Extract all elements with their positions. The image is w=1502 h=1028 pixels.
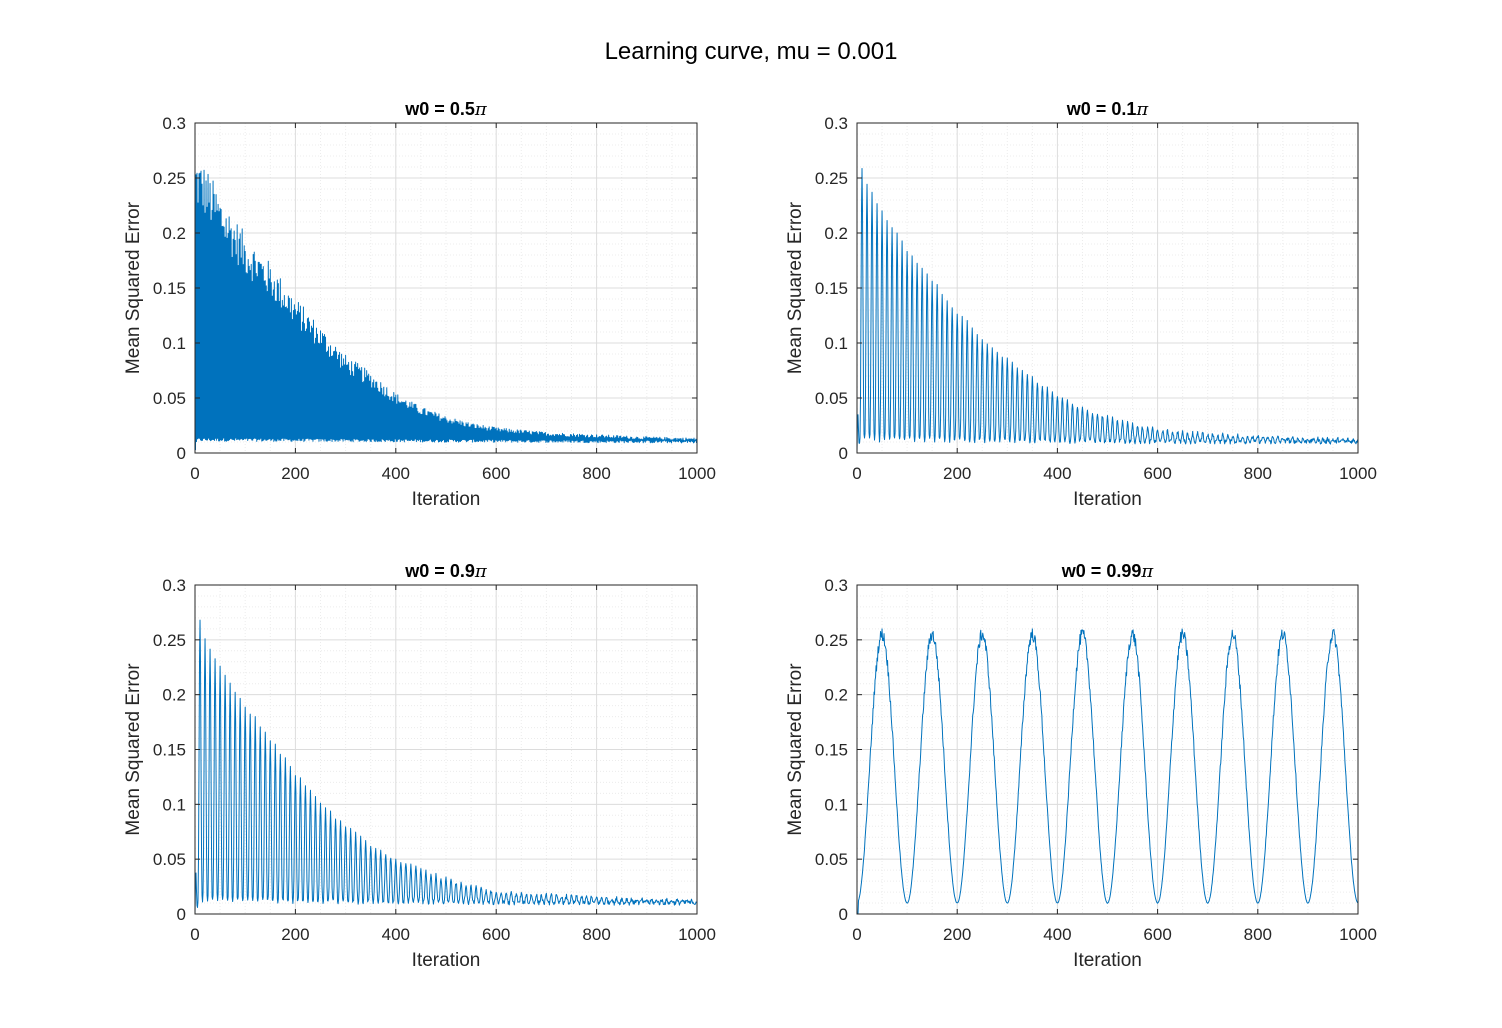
x-tick-label: 200 bbox=[943, 464, 971, 483]
y-tick-label: 0.3 bbox=[162, 576, 186, 595]
subplot-title-symbol: π bbox=[474, 561, 488, 582]
x-tick-label: 0 bbox=[852, 464, 861, 483]
y-tick-label: 0 bbox=[839, 444, 848, 463]
subplot-title: w0 = 0.9π bbox=[404, 561, 488, 582]
x-axis-label: Iteration bbox=[1073, 950, 1142, 971]
x-tick-label: 0 bbox=[852, 925, 861, 944]
x-tick-label: 800 bbox=[582, 464, 610, 483]
y-tick-label: 0.1 bbox=[162, 334, 186, 353]
x-tick-label: 600 bbox=[1143, 925, 1171, 944]
series-line bbox=[194, 619, 698, 915]
subplot-2: 0 200 400 600 800 1000 0 0.05 0.1 0.15 0.2 0.25 0.3 w… bbox=[785, 99, 1377, 510]
x-tick-label: 400 bbox=[382, 464, 410, 483]
y-tick-label: 0.15 bbox=[815, 741, 848, 760]
y-tick-label: 0 bbox=[177, 444, 186, 463]
y-tick-label: 0.2 bbox=[824, 686, 848, 705]
x-tick-label: 1000 bbox=[1339, 464, 1377, 483]
y-tick-label: 0.2 bbox=[162, 224, 186, 243]
y-tick-label: 0.05 bbox=[153, 389, 186, 408]
y-tick-label: 0.3 bbox=[162, 114, 186, 133]
y-tick-label: 0.05 bbox=[153, 850, 186, 869]
y-tick-label: 0.05 bbox=[815, 389, 848, 408]
y-tick-label: 0.1 bbox=[162, 795, 186, 814]
y-tick-label: 0.25 bbox=[153, 169, 186, 188]
y-tick-label: 0.2 bbox=[162, 686, 186, 705]
subplot-1: 0 200 400 600 800 1000 0 0.05 0.1 0.15 0.2 0.25 0.3 w… bbox=[123, 99, 716, 510]
y-tick-label: 0.2 bbox=[824, 224, 848, 243]
y-tick-label: 0.3 bbox=[824, 576, 848, 595]
subplot-title: w0 = 0.1π bbox=[1066, 99, 1150, 120]
series-line bbox=[856, 168, 1359, 452]
y-tick-label: 0.25 bbox=[815, 169, 848, 188]
x-axis-label: Iteration bbox=[1073, 489, 1142, 510]
x-tick-label: 600 bbox=[482, 925, 510, 944]
y-axis-label: Mean Squared Error bbox=[785, 201, 806, 374]
x-tick-label: 1000 bbox=[678, 464, 716, 483]
y-tick-label: 0.1 bbox=[824, 334, 848, 353]
subplot-title: w0 = 0.99π bbox=[1061, 561, 1155, 582]
x-tick-label: 400 bbox=[1043, 464, 1071, 483]
x-tick-label: 1000 bbox=[678, 925, 716, 944]
y-tick-label: 0.3 bbox=[824, 114, 848, 133]
x-tick-label: 0 bbox=[190, 464, 199, 483]
x-tick-label: 200 bbox=[943, 925, 971, 944]
subplot-title-text: w0 = 0.1 bbox=[1066, 99, 1137, 119]
x-tick-label: 800 bbox=[582, 925, 610, 944]
y-tick-label: 0.15 bbox=[815, 279, 848, 298]
x-tick-label: 200 bbox=[281, 925, 309, 944]
subplot-title-symbol: π bbox=[1135, 99, 1149, 120]
y-tick-label: 0.15 bbox=[153, 279, 186, 298]
y-tick-label: 0 bbox=[839, 905, 848, 924]
y-tick-label: 0.25 bbox=[153, 631, 186, 650]
subplot-title-text: w0 = 0.99 bbox=[1061, 561, 1142, 581]
x-tick-label: 1000 bbox=[1339, 925, 1377, 944]
subplot-title-symbol: π bbox=[1140, 561, 1154, 582]
subplot-title-text: w0 = 0.5 bbox=[404, 99, 475, 119]
x-tick-label: 400 bbox=[1043, 925, 1071, 944]
subplot-title: w0 = 0.5π bbox=[404, 99, 488, 120]
y-tick-label: 0.05 bbox=[815, 850, 848, 869]
y-tick-label: 0.1 bbox=[824, 795, 848, 814]
x-tick-label: 800 bbox=[1244, 925, 1272, 944]
x-tick-label: 600 bbox=[482, 464, 510, 483]
figure-title: Learning curve, mu = 0.001 bbox=[604, 38, 898, 65]
x-axis-label: Iteration bbox=[412, 489, 481, 510]
y-axis-label: Mean Squared Error bbox=[785, 663, 806, 836]
x-axis-label: Iteration bbox=[412, 950, 481, 971]
y-tick-label: 0 bbox=[177, 905, 186, 924]
y-tick-label: 0.15 bbox=[153, 741, 186, 760]
subplot-title-text: w0 = 0.9 bbox=[404, 561, 475, 581]
subplot-title-symbol: π bbox=[474, 99, 488, 120]
y-axis-label: Mean Squared Error bbox=[123, 201, 144, 374]
series-line bbox=[194, 169, 698, 451]
x-tick-label: 0 bbox=[190, 925, 199, 944]
y-axis-label: Mean Squared Error bbox=[123, 663, 144, 836]
series-line bbox=[857, 628, 1359, 915]
x-tick-label: 200 bbox=[281, 464, 309, 483]
x-tick-label: 400 bbox=[382, 925, 410, 944]
x-tick-label: 800 bbox=[1244, 464, 1272, 483]
x-tick-label: 600 bbox=[1143, 464, 1171, 483]
y-tick-label: 0.25 bbox=[815, 631, 848, 650]
subplot-4: 0 200 400 600 800 1000 0 0.05 0.1 0.15 0.2 0.25 0.3 w… bbox=[785, 561, 1377, 971]
subplot-3: 0 200 400 600 800 1000 0 0.05 0.1 0.15 0.2 0.25 0.3 w… bbox=[123, 561, 716, 971]
